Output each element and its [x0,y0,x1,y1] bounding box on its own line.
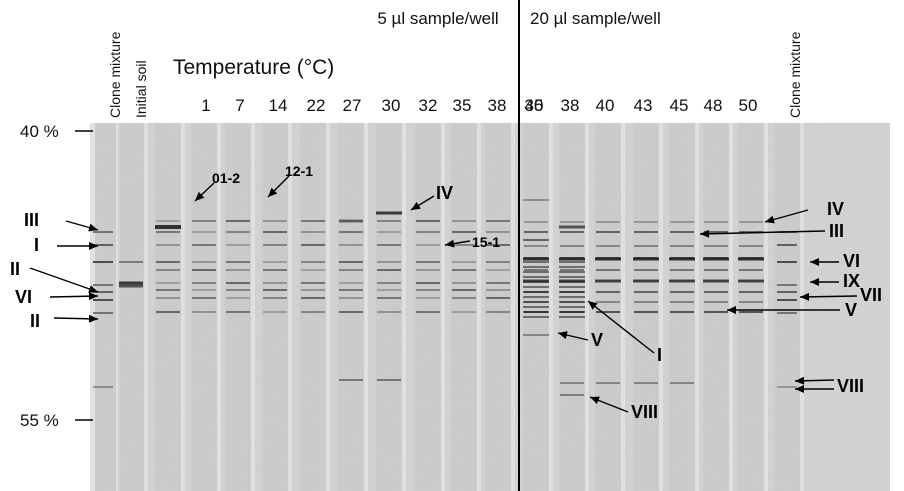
arrow-head [88,285,98,293]
clone-mixture-label-left: Clone mixture [107,31,123,118]
temperature-label: 43 [634,96,653,115]
clone-label-12-1: 12-1 [285,163,313,179]
band-label-III-right: III [829,221,844,241]
arrow-head [268,187,278,197]
band-label-VII-right: VII [860,285,882,305]
annotation-arrows [29,175,858,413]
temperature-label: 45 [670,96,689,115]
gradient-bottom-label: 55 % [20,411,59,430]
left-volume-header: 5 µl sample/well [377,9,498,28]
gel-texture [95,123,890,491]
temperature-row-20ul: 35 38 40 43 45 48 50 [525,96,758,115]
band-label-IX-right: IX [843,271,860,291]
temperature-label: 35 [525,96,544,115]
arrow-head [411,201,421,210]
arrow-line [699,230,826,235]
arrow-head [88,314,98,323]
arrow-head [558,331,568,339]
band-label-IV-middle: IV [436,183,453,203]
band-label-VI-left: VI [15,287,32,307]
temperature-label: 38 [488,96,507,115]
clone-label-15-1: 15-1 [472,234,500,250]
temperature-label: 38 [561,96,580,115]
temperature-label: 30 [382,96,401,115]
band-label-II-left-lower: II [30,311,40,331]
arrow-head [810,278,819,286]
temperature-label: 35 [453,96,472,115]
temperature-label: 27 [343,96,362,115]
band-label-I-middle: I [657,345,662,365]
arrow-head [195,191,205,201]
arrow-head [590,396,600,405]
band-label-I-left: I [34,235,39,255]
temperature-label: 7 [235,96,244,115]
band-label-IV-right: IV [827,199,844,219]
arrow-head [795,376,805,385]
arrow-head [588,301,598,310]
arrow-head [727,306,736,314]
gradient-top-label: 40 % [20,122,59,141]
band-label-II-left-upper: II [10,259,20,279]
arrow-head [800,292,810,301]
arrow-head [89,242,98,250]
temperature-label: 22 [307,96,326,115]
arrow-head [810,258,819,266]
band-label-V-right: V [845,300,857,320]
temperature-label: 40 [596,96,615,115]
temperature-label: 14 [269,96,288,115]
band-label-V-middle: V [591,330,603,350]
temperature-title: Temperature (°C) [173,56,334,79]
band-label-VIII-middle: VIII [631,402,658,422]
right-volume-header: 20 µl sample/well [530,9,661,28]
temperature-label: 50 [739,96,758,115]
arrow-head [795,385,804,393]
band-label-III-left: III [24,210,39,230]
arrow-line [799,295,858,298]
clone-label-01-2: 01-2 [212,170,240,186]
initial-soil-label: Initial soil [133,60,149,118]
arrow-head [445,239,455,248]
arrow-head [88,292,98,301]
arrow-head [88,223,98,232]
temperature-label: 40 [525,96,544,115]
temperature-label: 32 [419,96,438,115]
arrow-head [765,215,775,224]
temperature-label: 1 [201,96,210,115]
clone-mixture-label-right: Clone mixture [787,31,803,118]
band-label-VI-right: VI [843,251,860,271]
band-label-VIII-right: VIII [837,376,864,396]
temperature-row-5ul: 1 7 14 22 27 30 32 35 38 40 [201,96,543,115]
arrow-head [700,229,710,238]
arrow-line [587,300,655,354]
arrow-line [29,267,99,293]
temperature-label: 48 [704,96,723,115]
